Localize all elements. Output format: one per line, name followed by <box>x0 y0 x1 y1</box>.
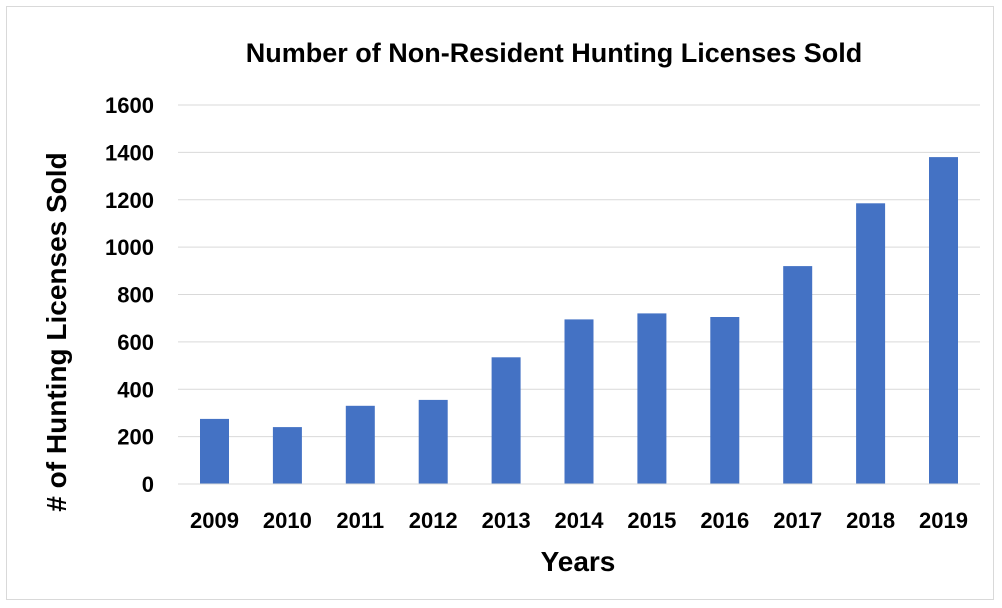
y-axis-ticks: 0 200 400 600 800 1000 1200 1400 1600 <box>105 93 154 497</box>
bar-2017 <box>783 266 813 484</box>
y-tick-label: 600 <box>117 330 154 355</box>
x-tick-label-2012: 2012 <box>409 508 458 533</box>
x-axis-title: Years <box>541 546 616 577</box>
x-tick-label-2013: 2013 <box>482 508 531 533</box>
bar-2014 <box>564 319 594 484</box>
y-tick-label: 400 <box>117 377 154 402</box>
x-tick-label-2011: 2011 <box>336 508 384 533</box>
x-tick-label-2018: 2018 <box>846 508 895 533</box>
bar-2009 <box>200 418 229 484</box>
x-tick-label-2016: 2016 <box>700 508 749 533</box>
y-tick-label: 200 <box>117 425 154 450</box>
x-tick-label-2017: 2017 <box>773 508 822 533</box>
bar-2019 <box>929 157 958 484</box>
bar-2010 <box>272 427 302 484</box>
x-axis-ticks: 2009 2010 2011 2012 2013 2014 2015 2016 2017 2018… <box>190 508 968 533</box>
y-tick-label: 800 <box>117 283 154 308</box>
bars <box>200 157 958 485</box>
y-tick-label: 1000 <box>105 235 154 260</box>
y-tick-label: 1400 <box>105 140 154 165</box>
y-axis-title: # of Hunting Licenses Sold <box>41 152 72 511</box>
gridlines <box>178 104 980 438</box>
x-tick-label-2015: 2015 <box>627 508 676 533</box>
x-tick-label-2019: 2019 <box>919 508 968 533</box>
bar-2013 <box>491 357 521 484</box>
y-tick-label: 0 <box>142 472 154 497</box>
x-tick-label-2014: 2014 <box>555 508 605 533</box>
x-tick-label-2010: 2010 <box>263 508 312 533</box>
bar-2011 <box>345 405 375 484</box>
bar-2016 <box>710 317 740 484</box>
bar-2018 <box>856 203 886 485</box>
bar-2015 <box>637 313 667 484</box>
y-tick-label: 1200 <box>105 188 154 213</box>
chart-title: Number of Non-Resident Hunting Licenses … <box>246 38 863 68</box>
x-tick-label-2009: 2009 <box>190 508 239 533</box>
y-tick-label: 1600 <box>105 93 154 118</box>
bar-2012 <box>418 399 448 484</box>
